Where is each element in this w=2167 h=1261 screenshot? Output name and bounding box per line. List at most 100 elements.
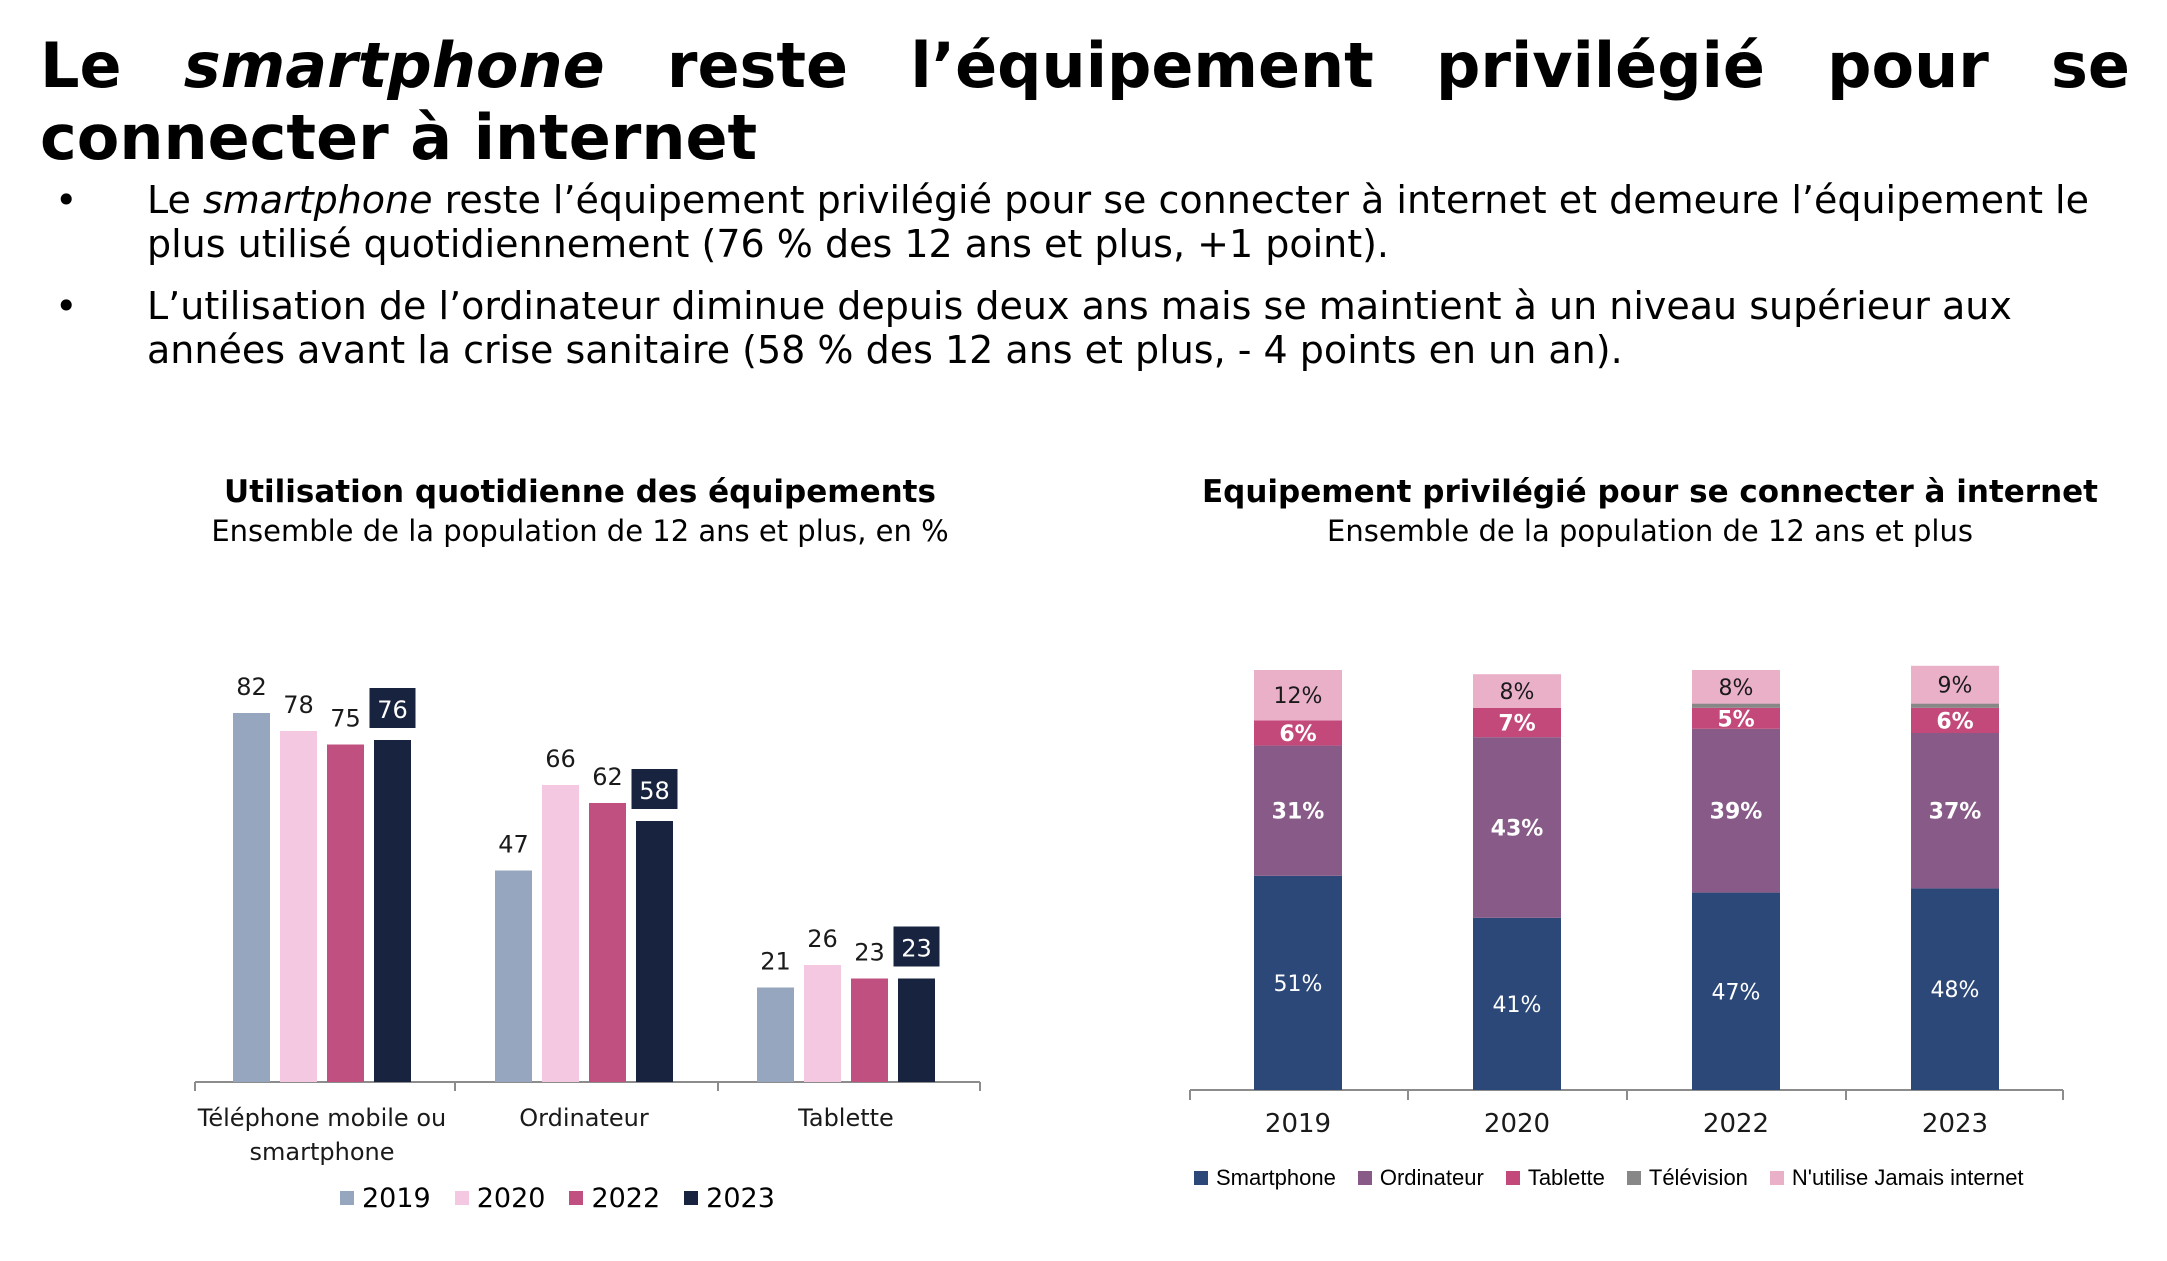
chart1-data-label-box	[631, 769, 678, 809]
chart1-bar	[636, 821, 673, 1082]
chart2-data-label: 7%	[1498, 712, 1535, 737]
chart2-data-label: 47%	[1712, 980, 1761, 1005]
chart1-data-label: 82	[236, 673, 267, 701]
chart1-legend-swatch	[569, 1191, 584, 1205]
chart2-legend-swatch	[1769, 1171, 1784, 1185]
chart1-legend-item: 2019	[340, 1183, 431, 1214]
chart2-subtitle: Ensemble de la population de 12 ans et p…	[1327, 514, 1973, 548]
chart2-bar-segment	[1692, 707, 1780, 729]
chart2-legend-item: Ordinateur	[1357, 1165, 1484, 1191]
chart2-data-label: 6%	[1936, 709, 1973, 734]
chart2-bar-segment	[1473, 917, 1561, 1090]
chart2-legend-item: Tablette	[1505, 1165, 1605, 1191]
chart1-legend-swatch	[454, 1191, 469, 1205]
chart2-data-label: 51%	[1274, 972, 1323, 997]
chart1-data-label-box	[893, 926, 940, 967]
bullet-item: • Le smartphone reste l’équipement privi…	[55, 178, 2135, 266]
chart2-data-label: 43%	[1491, 817, 1544, 842]
chart1-legend-item: 2023	[684, 1183, 775, 1214]
chart2-bar-segment	[1473, 674, 1561, 708]
chart2-data-label: 9%	[1938, 674, 1973, 699]
chart1-category-label: Téléphone mobile ou	[197, 1104, 446, 1132]
chart1-category-label: smartphone	[250, 1138, 395, 1166]
chart2-legend: Smartphone Ordinateur Tablette Télévision N'…	[1194, 1158, 2024, 1198]
chart1-data-label: 23	[901, 935, 932, 963]
chart2-category-label: 2019	[1265, 1109, 1331, 1139]
chart2-data-label: 41%	[1493, 993, 1542, 1018]
chart1-data-label-box	[369, 688, 416, 728]
chart2-legend-swatch	[1626, 1171, 1641, 1185]
chart1-bar	[898, 978, 935, 1082]
chart1-data-label: 26	[807, 925, 838, 953]
chart2-data-label: 48%	[1931, 978, 1980, 1003]
chart1-data-label: 76	[377, 696, 408, 724]
chart1-category-label: Ordinateur	[519, 1104, 649, 1132]
chart1-legend-label: 2023	[706, 1182, 775, 1214]
chart2-legend-swatch	[1357, 1171, 1372, 1185]
chart1-bar	[804, 965, 841, 1082]
chart1-legend: 2019 2020 2022 2023	[340, 1178, 775, 1218]
chart1-bar	[374, 740, 411, 1082]
chart2-bar-segment	[1911, 665, 1999, 704]
chart2-bar-segment	[1911, 703, 1999, 708]
chart1-data-label: 58	[639, 777, 670, 805]
chart2-data-label: 8%	[1719, 676, 1754, 701]
chart2-legend-label: N'utilise Jamais internet	[1791, 1165, 2024, 1190]
chart1-data-label: 78	[283, 691, 314, 719]
page-title-pre: Le	[40, 29, 184, 102]
bullet-item: • L’utilisation de l’ordinateur diminue …	[55, 284, 2135, 372]
chart2-bar-segment	[1254, 745, 1342, 876]
chart2-bar-segment	[1254, 875, 1342, 1090]
chart2-legend-label: Télévision	[1648, 1165, 1748, 1190]
bullet-text-post: reste l’équipement privilégié pour se co…	[147, 178, 2089, 266]
chart2-bar-segment	[1254, 670, 1342, 721]
chart1-data-label: 66	[545, 745, 576, 773]
chart1-bar	[327, 744, 364, 1082]
chart1-legend-label: 2019	[362, 1182, 431, 1214]
chart1-data-label: 23	[854, 939, 885, 967]
chart1-category-label: Tablette	[797, 1104, 894, 1132]
chart2-bar-segment	[1254, 720, 1342, 746]
chart2-legend-swatch	[1505, 1171, 1520, 1185]
chart2-legend-label: Smartphone	[1216, 1165, 1336, 1190]
chart1-legend-swatch	[340, 1191, 354, 1205]
chart2-title: Equipement privilégié pour se connecter …	[1201, 474, 2098, 510]
chart1-bar	[757, 987, 794, 1082]
chart2-bar-segment	[1911, 707, 1999, 733]
page-title-post: reste l’équipement privilégié pour se co…	[40, 29, 2130, 174]
page-title: Le smartphone reste l’équipement privilé…	[40, 30, 2130, 174]
chart2-bar-segment	[1911, 733, 1999, 889]
chart2-data-label: 8%	[1500, 680, 1535, 705]
chart2-bar-segment	[1473, 707, 1561, 738]
chart1-bar	[280, 731, 317, 1082]
chart1-bar	[589, 803, 626, 1082]
bullet-dot: •	[55, 284, 78, 328]
chart2-data-label: 12%	[1274, 684, 1323, 709]
chart1-bar	[851, 978, 888, 1082]
chart1-bar	[542, 785, 579, 1082]
chart2-data-label: 39%	[1710, 800, 1763, 825]
chart1-subtitle: Ensemble de la population de 12 ans et p…	[211, 514, 949, 548]
chart2-heading: Equipement privilégié pour se connecter …	[1160, 472, 2140, 550]
chart2-bar-segment	[1692, 670, 1780, 704]
bullet-text-pre: Le	[147, 178, 203, 222]
chart2-legend-item: N'utilise Jamais internet	[1769, 1165, 2024, 1191]
chart1-data-label: 47	[498, 831, 529, 859]
chart1-legend-label: 2020	[476, 1182, 546, 1214]
chart2-legend-swatch	[1194, 1171, 1208, 1185]
chart2-data-label: 31%	[1272, 800, 1325, 825]
page-title-emphasis: smartphone	[183, 29, 605, 102]
chart1-legend-item: 2022	[569, 1183, 660, 1214]
chart1-legend-swatch	[684, 1191, 699, 1205]
chart1-heading: Utilisation quotidienne des équipements …	[140, 472, 1020, 550]
chart2-bar-segment	[1692, 728, 1780, 893]
chart1-data-label: 21	[760, 948, 791, 976]
chart2-bar-segment	[1692, 703, 1780, 708]
chart2-category-label: 2020	[1484, 1109, 1550, 1139]
chart1-data-label: 62	[592, 763, 623, 791]
chart2-category-label: 2023	[1922, 1109, 1988, 1139]
chart2-legend-item: Smartphone	[1194, 1165, 1336, 1191]
chart1-bar	[495, 870, 532, 1082]
chart1-legend-label: 2022	[591, 1182, 661, 1214]
